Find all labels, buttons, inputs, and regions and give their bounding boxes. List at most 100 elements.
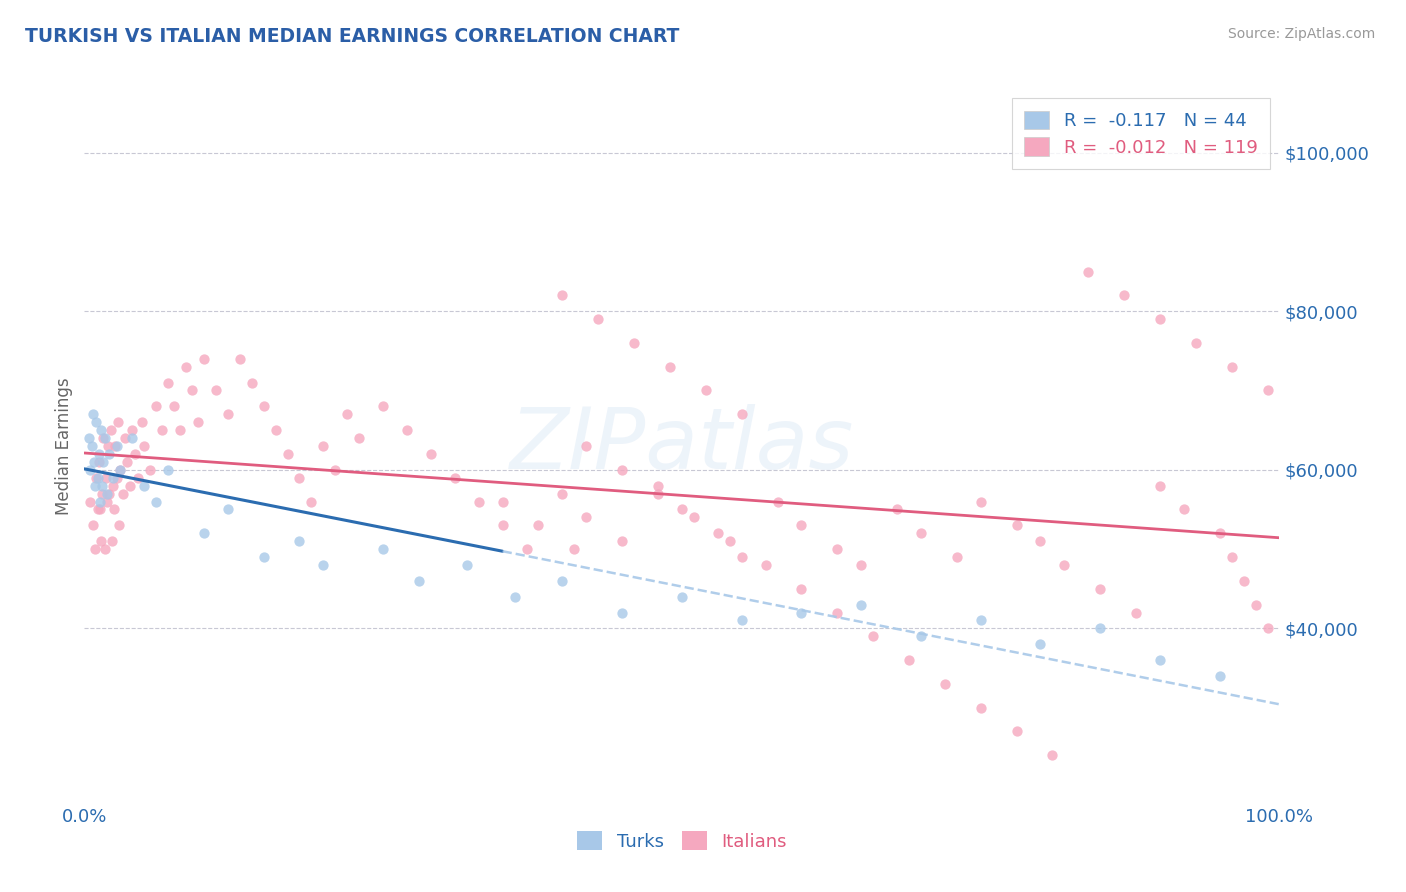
- Point: [1125, 606, 1147, 620]
- Point: [301, 494, 323, 508]
- Text: Source: ZipAtlas.com: Source: ZipAtlas.com: [1227, 27, 1375, 41]
- Point: [288, 534, 311, 549]
- Point: [970, 700, 993, 714]
- Point: [396, 423, 419, 437]
- Point: [98, 486, 121, 500]
- Point: [105, 439, 128, 453]
- Point: [408, 574, 430, 588]
- Point: [79, 494, 101, 508]
- Point: [970, 614, 993, 628]
- Point: [1233, 574, 1256, 588]
- Point: [150, 423, 173, 437]
- Point: [444, 471, 467, 485]
- Point: [84, 542, 107, 557]
- Point: [862, 629, 884, 643]
- Point: [575, 510, 598, 524]
- Point: [468, 494, 491, 508]
- Point: [373, 542, 395, 557]
- Point: [108, 518, 131, 533]
- Point: [1149, 653, 1171, 667]
- Point: [312, 439, 335, 453]
- Point: [86, 415, 108, 429]
- Point: [790, 582, 813, 596]
- Point: [731, 614, 754, 628]
- Point: [659, 359, 682, 374]
- Point: [851, 558, 873, 572]
- Point: [731, 549, 754, 564]
- Point: [1114, 288, 1136, 302]
- Point: [132, 478, 156, 492]
- Point: [1257, 384, 1279, 398]
- Point: [288, 471, 311, 485]
- Point: [1209, 526, 1232, 541]
- Point: [117, 455, 139, 469]
- Point: [1220, 359, 1243, 374]
- Point: [82, 518, 104, 533]
- Point: [1005, 724, 1028, 739]
- Point: [103, 502, 125, 516]
- Point: [79, 463, 101, 477]
- Point: [193, 351, 215, 366]
- Point: [516, 542, 538, 557]
- Point: [1029, 534, 1052, 549]
- Point: [755, 558, 778, 572]
- Point: [82, 407, 104, 421]
- Point: [101, 534, 124, 549]
- Point: [910, 526, 932, 541]
- Point: [671, 590, 693, 604]
- Point: [827, 606, 849, 620]
- Point: [107, 415, 129, 429]
- Point: [551, 288, 574, 302]
- Point: [1257, 621, 1279, 635]
- Point: [1244, 598, 1267, 612]
- Point: [229, 351, 252, 366]
- Point: [145, 494, 167, 508]
- Point: [145, 400, 167, 414]
- Point: [139, 463, 162, 477]
- Point: [264, 423, 287, 437]
- Point: [564, 542, 586, 557]
- Point: [827, 542, 849, 557]
- Point: [492, 518, 515, 533]
- Point: [456, 558, 478, 572]
- Point: [111, 486, 134, 500]
- Point: [527, 518, 550, 533]
- Point: [1149, 478, 1171, 492]
- Point: [1077, 264, 1099, 278]
- Point: [1220, 549, 1243, 564]
- Point: [623, 335, 645, 350]
- Point: [169, 423, 191, 437]
- Point: [217, 407, 239, 421]
- Point: [1173, 502, 1195, 516]
- Point: [1005, 518, 1028, 533]
- Point: [946, 549, 969, 564]
- Point: [94, 471, 117, 485]
- Point: [336, 407, 359, 421]
- Point: [100, 423, 122, 437]
- Point: [1042, 748, 1064, 763]
- Point: [174, 359, 197, 374]
- Point: [104, 439, 127, 453]
- Point: [86, 471, 108, 485]
- Point: [1090, 582, 1112, 596]
- Point: [96, 494, 118, 508]
- Point: [325, 463, 347, 477]
- Point: [886, 502, 908, 516]
- Point: [1053, 558, 1076, 572]
- Point: [80, 439, 103, 453]
- Point: [101, 478, 124, 492]
- Point: [121, 423, 143, 437]
- Point: [683, 510, 706, 524]
- Point: [898, 653, 921, 667]
- Point: [910, 629, 932, 643]
- Point: [157, 376, 180, 390]
- Point: [181, 384, 204, 398]
- Point: [86, 471, 108, 485]
- Point: [1185, 335, 1208, 350]
- Point: [93, 542, 115, 557]
- Point: [373, 400, 395, 414]
- Point: [110, 463, 132, 477]
- Legend: Turks, Italians: Turks, Italians: [569, 824, 794, 858]
- Point: [118, 478, 141, 492]
- Point: [647, 486, 669, 500]
